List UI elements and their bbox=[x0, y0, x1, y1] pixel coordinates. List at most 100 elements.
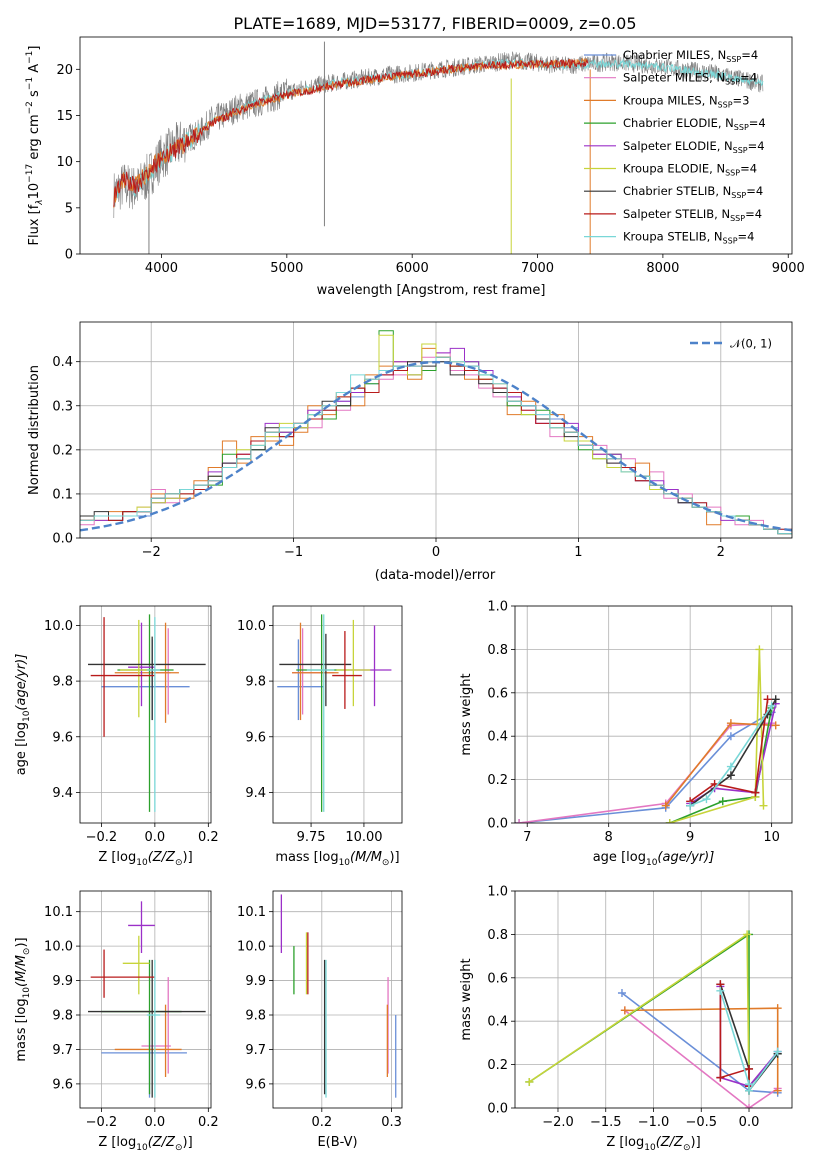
x-tick-label: 7000 bbox=[521, 261, 554, 276]
y-axis-label: Flux [fλ10−17 erg cm−2 s−1 A−1] bbox=[25, 46, 45, 246]
y-tick-label: 0.6 bbox=[487, 686, 508, 701]
x-tick-label: −2.0 bbox=[542, 1115, 574, 1130]
model-line-kroupa-miles bbox=[113, 57, 589, 208]
y-tick-label: 9.4 bbox=[52, 786, 73, 801]
error-bars bbox=[88, 901, 206, 1098]
legend-entry: Chabrier ELODIE, NSSP=4 bbox=[623, 116, 766, 132]
age-vs-Z-panel: −0.2 0.0 0.2 9.4 9.6 9.8 10.0 Z [log10(Z/Z⊙)] ag… bbox=[14, 605, 219, 868]
x-tick-label: 0.2 bbox=[198, 1115, 219, 1130]
x-axis-label: mass [log10(M/M⊙)] bbox=[275, 850, 399, 868]
y-tick-label: 9.7 bbox=[245, 1043, 266, 1058]
y-tick-label: 9.8 bbox=[52, 675, 73, 690]
y-tick-label: 9.9 bbox=[52, 974, 73, 989]
x-tick-label: 0 bbox=[432, 545, 440, 560]
y-tick-label: 1.0 bbox=[487, 885, 508, 900]
plus-marker bbox=[702, 795, 711, 804]
normal-curve bbox=[80, 360, 792, 532]
y-tick-label: 0.8 bbox=[487, 928, 508, 943]
y-tick-label: 10.0 bbox=[44, 940, 73, 955]
x-axis-label: Z [log10(Z/Z⊙)] bbox=[606, 1135, 700, 1153]
x-axis-label: Z [log10(Z/Z⊙)] bbox=[98, 850, 192, 868]
y-tick-label: 0.4 bbox=[487, 730, 508, 745]
x-axis-label: (data-model)/error bbox=[375, 568, 496, 583]
x-tick-label: 9000 bbox=[772, 261, 805, 276]
legend-entry: Salpeter ELODIE, NSSP=4 bbox=[623, 139, 765, 155]
legend-entry: 𝒩(0, 1) bbox=[730, 337, 772, 351]
y-tick-label: 0.6 bbox=[487, 971, 508, 986]
x-axis-label: Z [log10(Z/Z⊙)] bbox=[98, 1135, 192, 1153]
x-tick-label: 0.0 bbox=[145, 830, 166, 845]
y-tick-label: 10.0 bbox=[237, 940, 266, 955]
y-axis-label: mass [log10(M/M⊙)] bbox=[14, 937, 32, 1061]
y-tick-label: 10.1 bbox=[237, 905, 266, 920]
y-tick-label: 10.0 bbox=[44, 619, 73, 634]
x-tick-label: 4000 bbox=[145, 261, 178, 276]
weight-vs-Z-panel: −2.0 −1.5 −1.0 −0.5 0.0 0.0 0.2 0.4 0.6 0.8 1.0 Z [… bbox=[459, 885, 793, 1153]
x-tick-label: 0.0 bbox=[739, 1115, 760, 1130]
model-line-salpeter-stelib bbox=[113, 58, 589, 207]
x-tick-label: 7 bbox=[523, 830, 531, 845]
x-tick-label: 0.2 bbox=[311, 1115, 332, 1130]
spectrum-legend: Chabrier MILES, NSSP=4 Salpeter MILES, NS… bbox=[584, 48, 766, 246]
y-axis-label: mass weight bbox=[459, 673, 474, 755]
x-tick-label: 0.0 bbox=[145, 1115, 166, 1130]
x-tick-label: 9.75 bbox=[297, 830, 326, 845]
plus-marker bbox=[755, 645, 764, 654]
residual-histogram-panel: −2 −1 0 1 2 0.0 0.1 0.2 0.3 0.4 (data-model)/error… bbox=[27, 321, 793, 583]
y-tick-label: 0.2 bbox=[487, 1058, 508, 1073]
axes-frame bbox=[272, 890, 403, 1109]
axes-frame bbox=[79, 605, 212, 824]
y-tick-label: 9.6 bbox=[52, 1077, 73, 1092]
y-tick-label: 10 bbox=[56, 155, 73, 170]
y-tick-label: 9.6 bbox=[245, 730, 266, 745]
weight-line-salpeter-stelib bbox=[719, 984, 750, 1087]
mass-vs-ebv-panel: 0.2 0.3 9.6 9.7 9.8 9.9 10.0 10.1 E(B-V) bbox=[237, 890, 403, 1150]
plus-marker bbox=[726, 771, 735, 780]
x-tick-label: 6000 bbox=[396, 261, 429, 276]
x-tick-label: 8 bbox=[605, 830, 613, 845]
x-tick-label: 0.3 bbox=[381, 1115, 402, 1130]
weight-line-salpeter-miles bbox=[518, 722, 772, 823]
y-tick-label: 0.0 bbox=[487, 817, 508, 832]
axes-frame bbox=[272, 605, 403, 824]
x-tick-label: 1 bbox=[574, 545, 582, 560]
x-tick-label: −1 bbox=[284, 545, 303, 560]
weight-line-kroupa-stelib bbox=[689, 705, 773, 807]
plus-marker bbox=[751, 788, 760, 797]
legend-entry: Salpeter MILES, NSSP=4 bbox=[623, 71, 757, 87]
weight-lines bbox=[515, 645, 780, 823]
legend-entry: Kroupa ELODIE, NSSP=4 bbox=[623, 162, 757, 178]
weight-line-salpeter-stelib bbox=[689, 699, 769, 802]
plus-marker bbox=[771, 695, 780, 704]
legend-entry: Chabrier STELIB, NSSP=4 bbox=[623, 184, 763, 200]
y-tick-label: 9.7 bbox=[52, 1043, 73, 1058]
plus-marker bbox=[767, 701, 776, 710]
spectrum-panel: 4000 5000 6000 7000 8000 9000 0 5 10 15 20 waveleng… bbox=[25, 36, 805, 298]
y-tick-label: 0.1 bbox=[52, 487, 73, 502]
y-tick-label: 10.0 bbox=[237, 619, 266, 634]
y-tick-label: 0.3 bbox=[52, 399, 73, 414]
y-tick-label: 0.4 bbox=[52, 355, 73, 370]
y-tick-label: 20 bbox=[56, 63, 73, 78]
y-tick-label: 0.0 bbox=[487, 1102, 508, 1117]
plus-marker bbox=[716, 986, 725, 995]
plus-marker bbox=[686, 801, 695, 810]
legend-entry: Salpeter STELIB, NSSP=4 bbox=[623, 207, 762, 223]
plus-marker bbox=[665, 819, 674, 823]
y-tick-label: 9.8 bbox=[245, 675, 266, 690]
histogram-steps bbox=[80, 330, 792, 538]
y-tick-label: 9.8 bbox=[52, 1009, 73, 1024]
x-tick-label: 9 bbox=[686, 830, 694, 845]
x-tick-label: −1.0 bbox=[638, 1115, 670, 1130]
error-bars bbox=[277, 614, 392, 812]
plus-marker bbox=[525, 1077, 534, 1086]
y-tick-label: 0.4 bbox=[487, 1015, 508, 1030]
x-axis-label: E(B-V) bbox=[317, 1135, 357, 1150]
y-tick-label: 0.2 bbox=[487, 773, 508, 788]
x-axis-label: wavelength [Angstrom, rest frame] bbox=[317, 283, 546, 298]
x-tick-label: 0.2 bbox=[198, 830, 219, 845]
y-tick-label: 9.6 bbox=[52, 730, 73, 745]
plus-marker bbox=[515, 819, 524, 823]
x-tick-label: 10 bbox=[763, 830, 780, 845]
plus-marker bbox=[661, 801, 670, 810]
